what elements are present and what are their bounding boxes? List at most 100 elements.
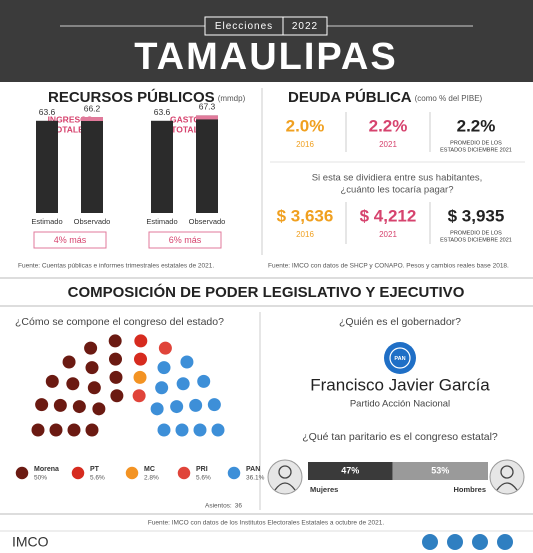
bar-cap [81, 117, 103, 122]
woman-icon [267, 459, 303, 495]
seat [108, 352, 122, 366]
debt-label: ESTADOS DICIEMBRE 2021 [440, 147, 512, 153]
debt-value: 2.2% [457, 116, 496, 135]
question: ¿Quién es el gobernador? [339, 316, 461, 328]
header-band [0, 0, 533, 82]
kicker-year: 2022 [292, 21, 318, 32]
seat [155, 381, 169, 395]
social-icon[interactable] [497, 534, 513, 550]
seat [62, 355, 76, 369]
logo: IMCO [12, 534, 49, 550]
bar-label: Observado [74, 217, 111, 226]
legend-swatch [176, 465, 192, 481]
footnote: Fuente: IMCO con datos de SHCP y CONAPO.… [268, 263, 509, 270]
note-box [33, 231, 107, 249]
debt-label: ESTADOS DICIEMBRE 2021 [440, 237, 512, 243]
seats-label: Asientos: [205, 503, 232, 510]
bar-value: 67.3 [199, 102, 216, 112]
seat [133, 370, 147, 384]
party-logo-ring [389, 347, 411, 369]
seat [158, 341, 172, 355]
debt-label: 2016 [296, 230, 314, 239]
seat [157, 361, 171, 375]
seat [150, 402, 164, 416]
panel-title: GASTO [170, 114, 200, 124]
section-title: COMPOSICIÓN DE PODER LEGISLATIVO Y EJECU… [68, 283, 465, 301]
bar-value: 66.2 [84, 103, 101, 113]
parity-bar [392, 462, 488, 480]
debt-value: $ 4,212 [360, 206, 417, 225]
kicker-box [204, 16, 328, 36]
seat [193, 423, 207, 437]
debt-label: PROMEDIO DE LOS [450, 230, 502, 236]
seat [180, 355, 194, 369]
legend-name: PAN [246, 466, 260, 473]
governor-name: Francisco Javier García [310, 375, 490, 394]
bar [196, 115, 218, 213]
footnote: Fuente: Cuentas públicas e informes trim… [18, 263, 214, 270]
debt-label: 2016 [296, 140, 314, 149]
seat [197, 374, 211, 388]
seat [92, 402, 106, 416]
legend-name: PRI [196, 466, 208, 473]
man-icon-body [496, 482, 518, 491]
bar [36, 120, 58, 213]
legend-name: MC [144, 466, 155, 473]
debt-value: 2.0% [286, 116, 325, 135]
question: ¿Cómo se compone el congreso del estado? [15, 316, 224, 328]
bar-label: Observado [189, 217, 226, 226]
seat [157, 423, 171, 437]
woman-icon-head [278, 465, 292, 479]
bar-value: 63.6 [39, 107, 56, 117]
seat [110, 389, 124, 403]
debt-value: $ 3,636 [277, 206, 334, 225]
bar-value: 63.6 [154, 107, 171, 117]
seat [109, 370, 123, 384]
social-icon[interactable] [422, 534, 438, 550]
gender-label: Hombres [453, 485, 486, 494]
party-logo [384, 342, 416, 374]
seat [72, 400, 86, 414]
note-box [148, 231, 222, 249]
legend-pct: 2.8% [144, 475, 159, 482]
seat [207, 398, 221, 412]
section-title: DEUDA PÚBLICA [288, 88, 412, 106]
bar-cap [196, 115, 218, 120]
man-icon-head [500, 465, 514, 479]
panel-title: INGRESOS [48, 114, 93, 124]
debt-label: PROMEDIO DE LOS [450, 140, 502, 146]
seat [134, 352, 148, 366]
legend-name: Morena [34, 466, 59, 473]
legend-pct: 50% [34, 475, 47, 482]
seat [176, 377, 190, 391]
seat [53, 398, 67, 412]
debt-value: $ 3,935 [448, 206, 505, 225]
note: 6% más [169, 235, 202, 245]
seats-total: 36 [235, 503, 243, 510]
seat [134, 334, 148, 348]
seat [170, 400, 184, 414]
kicker: Elecciones [215, 21, 273, 32]
section-title: RECURSOS PÚBLICOS [48, 88, 215, 106]
debt-label: 2021 [379, 230, 397, 239]
governor-party: Partido Acción Nacional [350, 399, 450, 410]
social-icon[interactable] [472, 534, 488, 550]
seat [35, 398, 49, 412]
seat [85, 361, 99, 375]
legend-swatch [226, 465, 242, 481]
seat [132, 389, 146, 403]
legend-swatch [70, 465, 86, 481]
seat [189, 398, 203, 412]
legend-name: PT [90, 466, 100, 473]
seat [49, 423, 63, 437]
section-unit: (como % del PIBE) [415, 94, 483, 103]
seat [66, 377, 80, 391]
social-icon[interactable] [447, 534, 463, 550]
seat [84, 341, 98, 355]
legend-pct: 5.6% [90, 475, 105, 482]
question: ¿Qué tan paritario es el congreso estata… [302, 431, 498, 443]
question: Si esta se dividiera entre sus habitante… [312, 173, 483, 184]
seat [67, 423, 81, 437]
main-title: TAMAULIPAS [134, 36, 397, 78]
